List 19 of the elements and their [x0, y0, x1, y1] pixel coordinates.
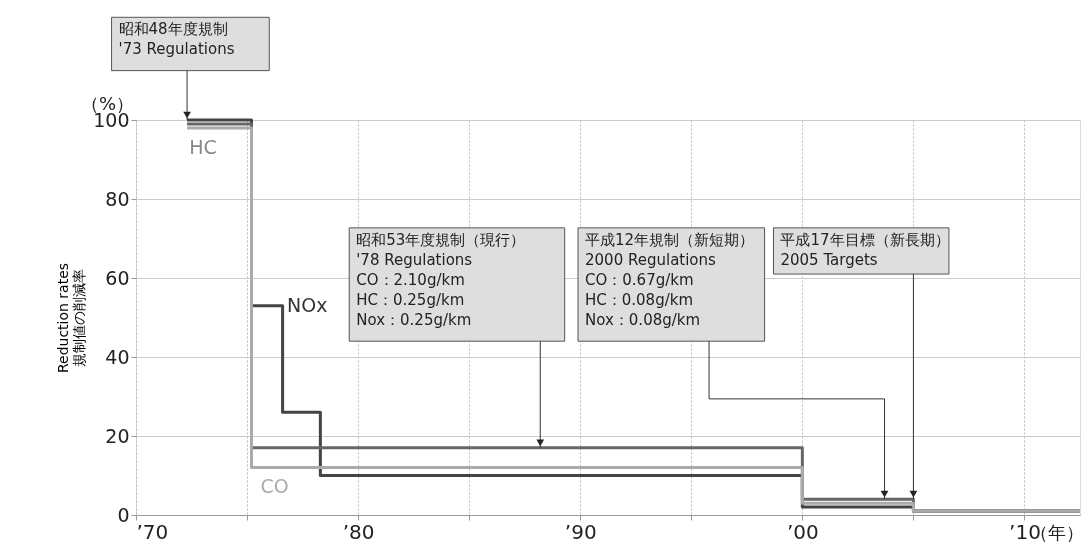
series-label: CO	[260, 475, 289, 498]
y-tick-label: 80	[105, 187, 130, 210]
x-tick-label: ’90	[564, 519, 597, 544]
y-tick-label: 40	[105, 345, 130, 368]
x-tick-label: ’70	[136, 519, 169, 544]
annotation: 平成12年規制（新短期） 2000 Regulations CO：0.67g/km HC：0.08g/km Nox：0.08g/km	[585, 230, 755, 329]
y-axis-title: Reduction rates 規制値の削減率	[55, 262, 88, 374]
x-tick-label: ’80	[342, 519, 375, 544]
text: （%）	[80, 93, 134, 114]
y-tick-label: 60	[105, 266, 130, 289]
series-label: HC	[189, 135, 217, 158]
y-tick-label: 20	[105, 424, 130, 447]
annotation: 昭和48年度規制 '73 Regulations	[118, 20, 235, 59]
y-tick-label: 0	[117, 503, 130, 526]
series-label: NOx	[287, 293, 328, 316]
annotation: 平成17年目標（新長期） 2005 Targets	[780, 230, 950, 269]
x-tick-label: ’00	[786, 519, 819, 544]
annotation: 昭和53年度規制（現行） '78 Regulations CO：2.10g/km HC：0.25g/km Nox：0.25g/km	[356, 230, 526, 329]
x-tick-label: ’10	[1009, 519, 1041, 544]
